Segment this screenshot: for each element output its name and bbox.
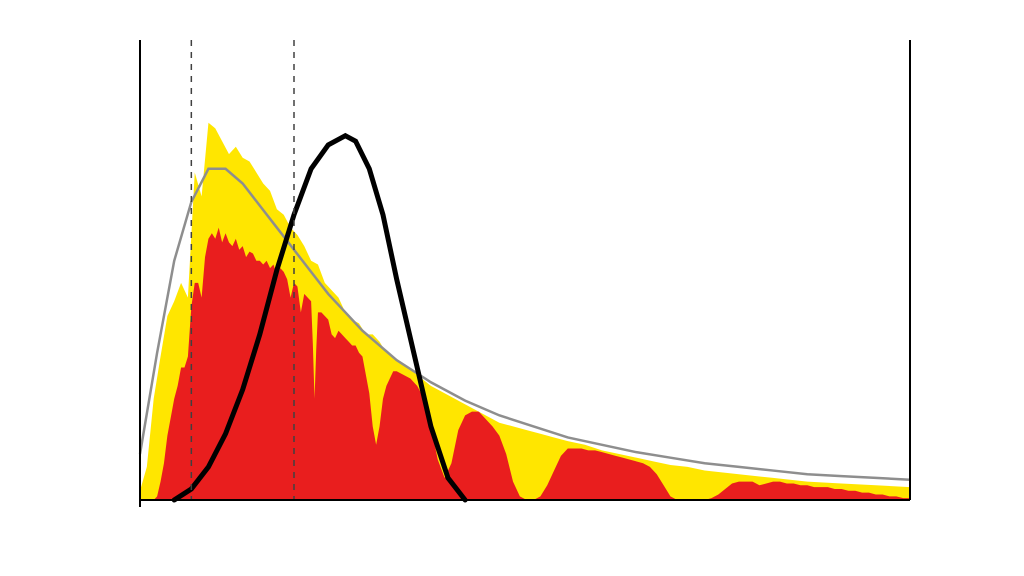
solar-spectrum-chart (0, 0, 1024, 576)
